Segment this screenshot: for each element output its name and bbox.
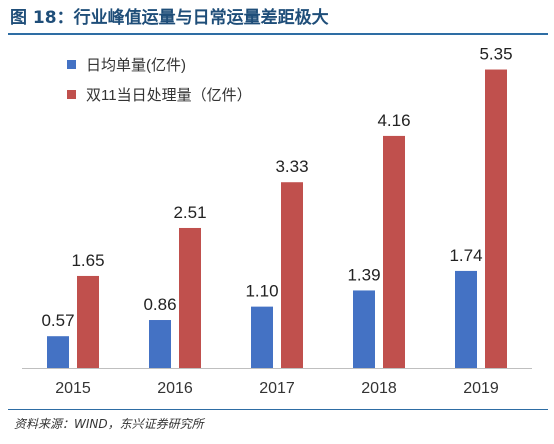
bar-daily-2016 xyxy=(149,320,171,368)
x-tick-label-2015: 2015 xyxy=(55,380,91,397)
value-label-double11-2016: 2.51 xyxy=(173,203,206,222)
bar-daily-2015 xyxy=(47,336,69,368)
value-label-double11-2015: 1.65 xyxy=(71,251,104,270)
bar-double11-2018 xyxy=(383,135,405,368)
legend-swatch-1 xyxy=(67,90,76,99)
source-note: 资料来源：WIND，东兴证券研究所 xyxy=(14,417,204,431)
x-tick-label-2018: 2018 xyxy=(361,380,397,397)
bar-double11-2019 xyxy=(485,69,507,369)
source-divider xyxy=(8,409,548,410)
title-divider xyxy=(8,33,548,35)
legend-label-1: 双11当日处理量（亿件） xyxy=(86,87,252,104)
x-tick-label-2016: 2016 xyxy=(157,380,193,397)
x-tick-label-2017: 2017 xyxy=(259,380,295,397)
value-label-double11-2018: 4.16 xyxy=(377,111,410,130)
value-label-daily-2017: 1.10 xyxy=(245,282,278,301)
value-label-double11-2019: 5.35 xyxy=(479,45,512,64)
legend-label-0: 日均单量(亿件) xyxy=(86,57,186,74)
value-label-double11-2017: 3.33 xyxy=(275,157,308,176)
figure-title: 图 18：行业峰值运量与日常运量差距极大 xyxy=(10,8,329,28)
value-label-daily-2016: 0.86 xyxy=(143,295,176,314)
value-label-daily-2015: 0.57 xyxy=(41,311,74,330)
bar-daily-2017 xyxy=(251,306,273,368)
bar-double11-2017 xyxy=(281,182,303,368)
value-label-daily-2019: 1.74 xyxy=(449,246,482,265)
legend-swatch-0 xyxy=(67,60,76,69)
value-label-daily-2018: 1.39 xyxy=(347,265,380,284)
x-tick-label-2019: 2019 xyxy=(463,380,499,397)
bar-daily-2019 xyxy=(455,270,477,368)
bar-double11-2015 xyxy=(77,275,99,368)
bar-daily-2018 xyxy=(353,290,375,368)
bar-double11-2016 xyxy=(179,227,201,368)
